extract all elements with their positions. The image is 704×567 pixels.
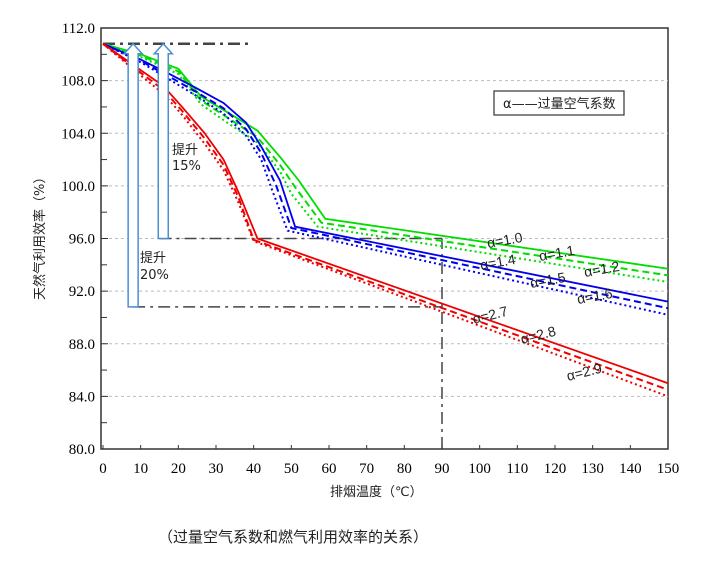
y-tick-label: 112.0 [62,21,95,37]
annotation-15-line1: 提升 [172,142,198,158]
y-tick-label: 104.0 [61,126,95,142]
x-tick-label: 120 [544,461,567,477]
series-label: α=1.5 [529,269,567,291]
x-tick-label: 150 [657,461,680,477]
y-tick-label: 100.0 [61,179,95,195]
x-tick-label: 80 [397,461,412,477]
y-tick-label: 108.0 [61,74,95,90]
series-label: α=2.7 [471,303,510,327]
x-tick-label: 140 [619,461,642,477]
up-arrow-icon [122,42,144,308]
x-tick-label: 60 [322,461,337,477]
series-line [102,42,669,391]
series-label: α=2.9 [565,360,604,384]
series-label: α=1.4 [479,251,517,273]
x-tick-label: 100 [468,461,491,477]
y-tick-label: 80.0 [69,442,95,458]
legend-text: α——过量空气系数 [503,96,616,112]
x-tick-label: 10 [133,461,148,477]
series-label: α=1.0 [486,229,524,251]
up-arrow-icon [152,42,174,240]
series-label: α=1.6 [576,285,614,307]
y-tick-label: 96.0 [69,232,95,248]
x-tick-label: 70 [359,461,374,477]
x-tick-label: 20 [171,461,186,477]
x-tick-label: 50 [284,461,299,477]
series-label: α=1.2 [583,258,621,280]
y-tick-label: 92.0 [69,284,95,300]
series-line [102,42,669,316]
y-axis-label: 天然气利用效率（%） [32,171,48,300]
x-tick-label: 0 [99,461,107,477]
y-tick-label: 88.0 [69,337,95,353]
x-axis-label: 排烟温度（℃） [330,484,423,500]
x-tick-label: 40 [246,461,261,477]
y-tick-label: 84.0 [69,389,95,405]
x-tick-label: 30 [209,461,224,477]
series-line [102,43,669,385]
x-tick-label: 110 [506,461,528,477]
series-line [102,42,669,310]
legend-box [493,90,625,116]
x-tick-label: 130 [581,461,604,477]
annotation-20-line1: 提升 [140,250,166,266]
x-tick-label: 90 [435,461,450,477]
series-line [102,42,669,303]
figure-caption: （过量空气系数和燃气利用效率的关系） [158,528,429,546]
annotation-15-line2: 15% [172,159,201,174]
annotation-20-line2: 20% [140,268,169,283]
series-label: α=1.1 [538,242,576,264]
